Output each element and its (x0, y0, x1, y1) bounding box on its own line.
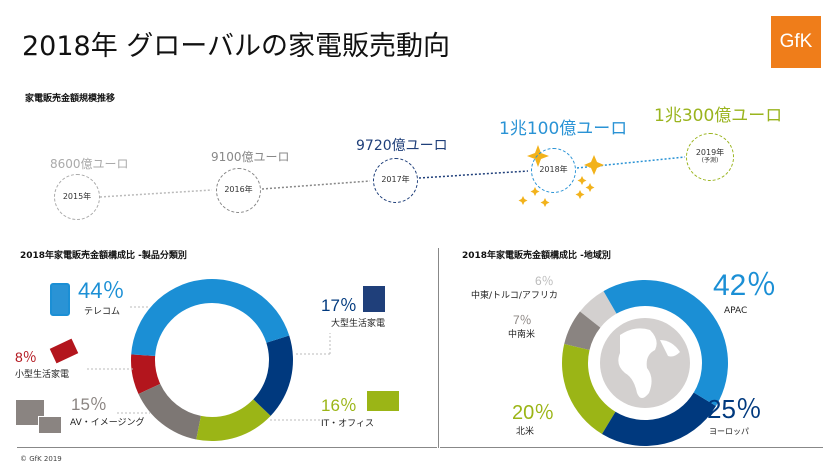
amount-2017: 9720億ユーロ (356, 138, 448, 154)
amount-2019: 1兆300億ユーロ (654, 106, 783, 126)
label-av-imaging: AV・イメージング (70, 418, 145, 428)
product-chart-title: 2018年家電販売金額構成比 -製品分類別 (20, 251, 187, 261)
smartphone-icon (50, 283, 70, 316)
divider-bottom-right (440, 447, 823, 448)
label-latin-america: 中南米 (508, 330, 536, 340)
product-donut-slice (253, 335, 294, 416)
label-small-appliances: 小型生活家電 (15, 370, 70, 380)
product-donut-slice (131, 278, 290, 357)
arrow-2015-2016 (99, 189, 213, 198)
camera-icon (38, 416, 62, 434)
product-donut-slice (196, 399, 271, 441)
leader-lines (87, 306, 331, 421)
region-donut-slice (603, 279, 729, 406)
year-label: 2017年 (381, 175, 410, 185)
label-large-appliances: 大型生活家電 (331, 319, 386, 329)
laptop-printer-icon (367, 391, 399, 411)
forecast-note: (予測) (701, 157, 719, 165)
pct-small-appliances: 8％ (15, 349, 37, 365)
divider-vertical (438, 248, 439, 448)
pct-telecom: 44％ (78, 278, 125, 303)
pct-it-office: 16％ (321, 396, 357, 415)
amount-2016: 9100億ユーロ (211, 150, 290, 164)
year-circle-2017: 2017年 (373, 158, 418, 203)
pct-europe: 25％ (707, 394, 762, 424)
product-donut-slice (131, 354, 161, 394)
year-label: 2015年 (62, 191, 92, 201)
amount-2018: 1兆100億ユーロ (499, 119, 628, 139)
label-apac: APAC (724, 306, 748, 316)
year-circle-2018: 2018年 (531, 148, 576, 193)
pct-large-appliances: 17％ (321, 296, 357, 315)
amount-2015: 8600億ユーロ (50, 157, 129, 171)
divider-bottom-left (17, 447, 437, 448)
timeline-heading: 家電販売金額規模推移 (25, 94, 116, 104)
region-donut-slice (602, 392, 716, 446)
gfk-logo: GfK (771, 16, 821, 68)
year-label: 2016年 (224, 185, 253, 195)
pct-mea: 6％ (535, 274, 554, 288)
year-circle-2019: 2019年 (予測) (686, 133, 734, 181)
pct-av-imaging: 15％ (71, 395, 107, 414)
label-mea: 中東/トルコ/アフリカ (471, 291, 558, 301)
label-north-america: 北米 (516, 427, 535, 437)
label-it-office: IT・オフィス (321, 419, 374, 429)
washing-machine-icon (363, 286, 385, 312)
region-donut-slice (564, 311, 601, 350)
label-europe: ヨーロッパ (709, 427, 749, 436)
globe-icon (600, 318, 690, 408)
region-donut-slice (562, 344, 616, 434)
year-label: 2018年 (539, 165, 568, 175)
page-title: 2018年 グローバルの家電販売動向 (22, 31, 451, 62)
year-circle-2016: 2016年 (216, 168, 261, 213)
pct-apac: 42％ (713, 269, 777, 302)
region-donut-slice (579, 291, 617, 328)
pct-north-america: 20％ (512, 402, 555, 424)
product-donut-slice (138, 383, 201, 440)
year-label: 2019年 (695, 148, 725, 158)
region-chart-title: 2018年家電販売金額構成比 -地域別 (462, 251, 611, 261)
copyright: © GfK 2019 (20, 455, 62, 463)
pct-latin-america: 7％ (513, 313, 532, 327)
year-circle-2015: 2015年 (54, 174, 100, 220)
label-telecom: テレコム (84, 307, 121, 317)
